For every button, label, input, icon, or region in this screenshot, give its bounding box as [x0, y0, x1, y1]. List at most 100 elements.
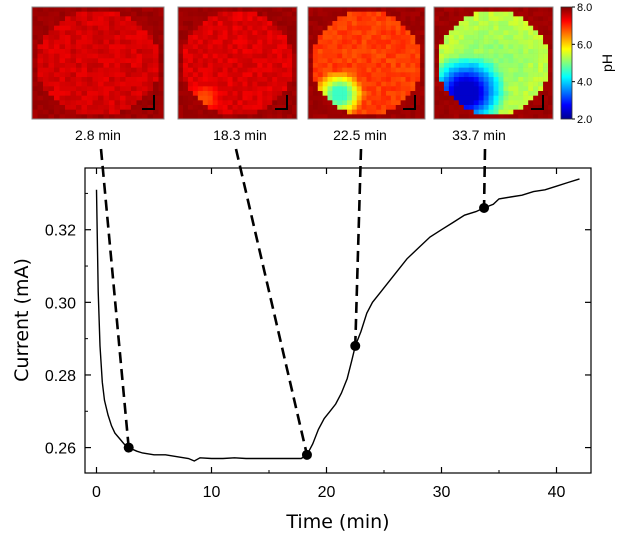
ph-map-pixel [136, 7, 143, 12]
ph-map-pixel [192, 53, 199, 59]
ph-map-pixel [347, 58, 353, 64]
ph-map-pixel [277, 7, 283, 12]
ph-map-pixel [178, 63, 184, 68]
ph-map-pixel [207, 67, 214, 73]
ph-map-pixel [247, 109, 253, 115]
ph-map-pixel [322, 25, 328, 31]
ph-map-pixel [434, 11, 440, 17]
ph-map-pixel [327, 35, 333, 40]
ph-map-pixel [538, 49, 544, 54]
ph-map-pixel [272, 86, 278, 92]
ph-map-pixel [142, 105, 148, 110]
ph-map-pixel [125, 25, 132, 31]
ph-map-pixel [312, 81, 319, 87]
ph-map-pixel [76, 35, 82, 40]
ph-map-pixel [548, 109, 554, 115]
ph-map-pixel [483, 86, 489, 92]
ph-map-pixel [453, 81, 460, 87]
ph-map-pixel [292, 100, 298, 106]
ph-map-pixel [76, 114, 82, 120]
ph-map-pixel [98, 7, 104, 12]
ph-map-pixel [222, 109, 228, 115]
ph-map-pixel [381, 39, 387, 45]
ph-map-pixel [533, 39, 539, 45]
ph-map-pixel [142, 109, 148, 115]
ph-map-pixel [405, 77, 411, 82]
colorbar-title: pH [599, 54, 615, 72]
ph-map-pixel [76, 105, 82, 110]
ph-map-pixel [533, 25, 539, 31]
ph-map-pixel [125, 21, 132, 26]
ph-map-pixel [70, 16, 77, 22]
ph-map-pixel [136, 109, 143, 115]
ph-map-pixel [347, 25, 353, 31]
ph-map-pixel [483, 39, 489, 45]
ph-map-pixel [528, 91, 534, 96]
ph-map-pixel [147, 63, 154, 68]
ph-map-pixel [242, 100, 248, 106]
ph-map-pixel [308, 100, 314, 106]
ph-map-pixel [252, 25, 258, 31]
ph-map-pixel [317, 21, 323, 26]
ph-map-pixel [37, 58, 44, 64]
ph-map-pixel [292, 25, 298, 31]
ph-map-pixel [87, 35, 93, 40]
ph-map-pixel [308, 114, 314, 120]
ph-map-pixel [528, 16, 534, 22]
ph-map-pixel [109, 58, 115, 64]
ph-map-pixel [125, 72, 132, 78]
ph-map-pixel [202, 11, 209, 17]
ph-map-pixel [443, 109, 450, 115]
x-axis-title: Time (min) [285, 511, 389, 533]
ph-map-pixel [390, 100, 397, 106]
ph-map-pixel [222, 86, 228, 92]
ph-map-pixel [48, 39, 55, 45]
ph-map-pixel [533, 91, 539, 96]
ph-map-pixel [478, 35, 484, 40]
ph-map-pixel [448, 100, 455, 106]
ph-map-pixel [483, 114, 489, 120]
ph-map-pixel [262, 100, 268, 106]
ph-map-pixel [386, 109, 392, 115]
ph-map-pixel [287, 109, 293, 115]
scale-bar [275, 95, 288, 110]
ph-map-pixel [453, 21, 460, 26]
ph-map-pixel [277, 77, 283, 82]
ph-map-pixel [463, 77, 470, 82]
ph-map-pixel [498, 91, 504, 96]
ph-map-pixel [498, 58, 504, 64]
ph-map-pixel [292, 105, 298, 110]
ph-map-pixel [197, 21, 204, 26]
ph-map-pixel [103, 100, 110, 106]
ph-map-pixel [277, 105, 283, 110]
ph-map-pixel [267, 114, 273, 120]
ph-map-pixel [453, 109, 460, 115]
ph-map-pixel [342, 114, 348, 120]
x-tick-label: 30 [433, 484, 451, 501]
ph-map-pixel [257, 21, 263, 26]
ph-map-pixel [98, 53, 104, 59]
ph-map-pixel [76, 30, 82, 36]
ph-map-pixel [267, 30, 273, 36]
ph-map-pixel [405, 44, 411, 50]
ph-map-pixel [70, 100, 77, 106]
ph-map-pixel [376, 86, 382, 92]
ph-map-pixel [153, 16, 159, 22]
ph-map-pixel [503, 16, 509, 22]
ph-map-pixel [533, 72, 539, 78]
ph-map-pixel [395, 58, 401, 64]
ph-map-pixel [98, 114, 104, 120]
ph-map-pixel [257, 11, 263, 17]
ph-map-pixel [242, 95, 248, 101]
ph-map-pixel [463, 53, 470, 59]
ph-map-pixel [147, 86, 154, 92]
ph-map-pixel [153, 11, 159, 17]
ph-map-pixel [207, 21, 214, 26]
ph-map-pixel [381, 91, 387, 96]
ph-map-pixel [227, 114, 233, 120]
ph-map-pixel [207, 49, 214, 54]
ph-map-pixel [98, 67, 104, 73]
ph-map-pixel [438, 39, 445, 45]
ph-map-pixel [142, 44, 148, 50]
ph-map-pixel [76, 91, 82, 96]
